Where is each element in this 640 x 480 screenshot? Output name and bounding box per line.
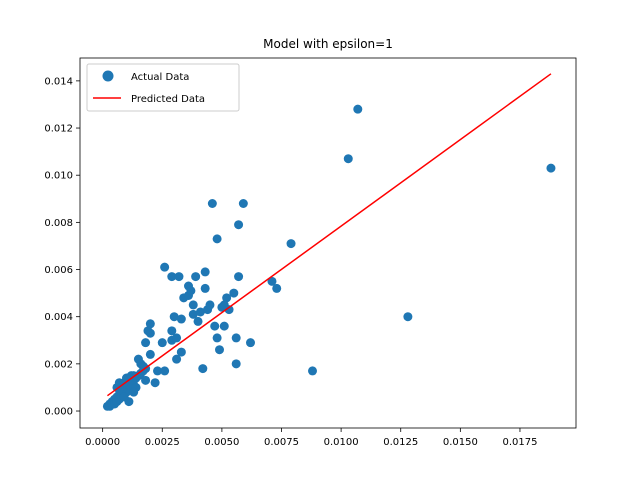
data-point <box>215 345 224 355</box>
data-point <box>231 333 241 343</box>
data-point <box>195 307 205 317</box>
x-tick-label: 0.0100 <box>324 437 359 448</box>
data-point <box>176 314 186 324</box>
legend-marker-actual-data <box>102 70 114 82</box>
chart-title: Model with epsilon=1 <box>263 37 393 51</box>
legend-box <box>86 63 240 112</box>
y-tick-label: 0.010 <box>44 171 73 182</box>
data-point <box>212 234 222 244</box>
data-point <box>210 321 220 331</box>
x-tick-label: 0.0000 <box>85 437 120 448</box>
data-point <box>219 321 229 331</box>
data-point <box>231 359 241 369</box>
data-point <box>222 293 232 303</box>
data-point <box>172 354 182 364</box>
data-point <box>234 272 244 282</box>
data-point <box>145 319 155 329</box>
x-tick-label: 0.0050 <box>204 437 239 448</box>
data-point <box>200 283 210 293</box>
data-point <box>150 378 160 388</box>
data-point <box>212 333 222 343</box>
data-point <box>238 199 248 209</box>
x-tick-label: 0.0075 <box>264 437 299 448</box>
y-axis-ticks: 0.000 0.002 0.004 0.006 0.008 0.010 0.012 0.014 <box>44 76 80 418</box>
x-tick-label: 0.0125 <box>383 437 418 448</box>
plot-frame <box>79 57 577 429</box>
x-tick-label: 0.0175 <box>502 437 537 448</box>
y-tick-label: 0.006 <box>44 265 73 276</box>
data-point <box>308 366 317 376</box>
y-tick-label: 0.014 <box>44 76 73 87</box>
data-point <box>193 316 203 326</box>
legend-label-predicted-data: Predicted Data <box>131 94 205 105</box>
y-tick-label: 0.000 <box>44 407 73 418</box>
data-point <box>145 328 155 338</box>
data-point <box>141 338 151 348</box>
data-point <box>267 276 277 286</box>
data-point <box>246 338 255 348</box>
y-tick-label: 0.004 <box>44 312 73 323</box>
data-point <box>160 262 170 272</box>
data-point <box>188 309 198 319</box>
data-point <box>224 305 234 315</box>
data-point <box>114 385 124 395</box>
data-point <box>198 364 208 374</box>
data-point <box>176 347 186 357</box>
data-point <box>403 312 413 322</box>
y-tick-label: 0.008 <box>44 218 73 229</box>
data-point <box>188 300 198 310</box>
y-tick-label: 0.012 <box>44 124 73 135</box>
data-point <box>200 267 210 277</box>
data-point <box>234 220 244 230</box>
data-point <box>169 312 179 322</box>
data-point <box>343 154 353 164</box>
data-point <box>191 272 201 282</box>
data-point <box>172 333 182 343</box>
data-point <box>205 300 215 310</box>
data-point <box>186 286 196 296</box>
data-point <box>229 288 239 298</box>
data-point <box>129 387 139 397</box>
data-point <box>174 272 184 282</box>
data-point <box>546 163 556 173</box>
data-point <box>119 392 129 402</box>
actual-data-points <box>102 104 556 411</box>
x-tick-label: 0.0025 <box>145 437 180 448</box>
data-point <box>157 338 167 348</box>
legend-label-actual-data: Actual Data <box>131 72 189 83</box>
data-point <box>167 272 177 282</box>
data-point <box>167 326 177 336</box>
data-point <box>153 366 162 376</box>
data-point <box>145 349 155 359</box>
data-point <box>286 239 296 249</box>
legend: Actual Data Predicted Data <box>86 63 240 112</box>
data-point <box>272 283 282 293</box>
x-tick-label: 0.0150 <box>443 437 478 448</box>
data-point <box>141 375 151 385</box>
data-point <box>207 199 217 209</box>
data-point <box>353 104 363 114</box>
predicted-data-line <box>106 73 552 397</box>
x-axis-ticks: 0.0000 0.0025 0.0050 0.0075 0.0100 0.0125 0.01… <box>85 428 537 448</box>
y-tick-label: 0.002 <box>44 359 73 370</box>
data-point <box>160 366 170 376</box>
